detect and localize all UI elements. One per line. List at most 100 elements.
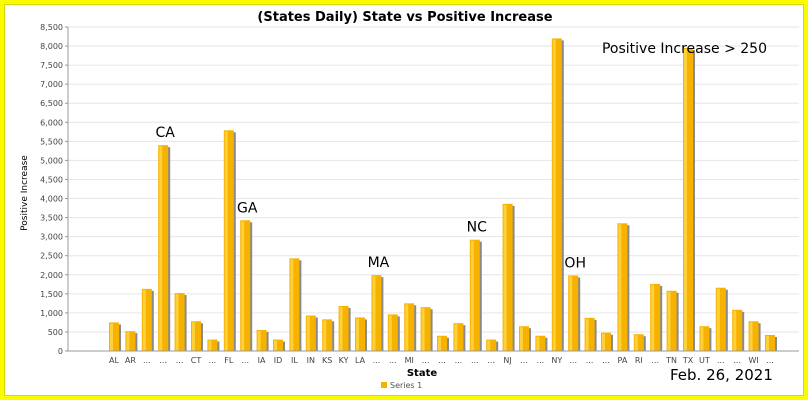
- y-tick-label: 500: [48, 328, 63, 337]
- annotations: CA GA MA NC OH Positive Increase > 250: [156, 41, 767, 272]
- bar-highlight: [208, 340, 212, 351]
- bar-highlight: [651, 284, 655, 351]
- x-tick-label: PA: [618, 356, 628, 365]
- bar-body: [437, 335, 447, 351]
- x-tick-label: ...: [209, 356, 217, 365]
- bar-highlight: [241, 221, 245, 351]
- bar-body: [486, 339, 497, 351]
- bar-highlight: [585, 318, 589, 351]
- bar-highlight: [602, 333, 605, 351]
- x-tick-label: ...: [766, 356, 774, 365]
- bar: [650, 283, 663, 351]
- bar-body: [174, 293, 185, 351]
- bar-body: [420, 307, 431, 351]
- y-tick-label: 4,000: [40, 195, 63, 204]
- bar-highlight: [536, 336, 540, 351]
- bar: [273, 339, 285, 351]
- x-tick-label: ...: [602, 356, 610, 365]
- x-tick-label: IL: [291, 356, 298, 365]
- date-stamp: Feb. 26, 2021: [670, 366, 773, 384]
- bar-highlight: [159, 146, 163, 351]
- bar: [469, 239, 482, 351]
- bar-body: [469, 239, 480, 351]
- bar-body: [748, 321, 759, 351]
- bar-body: [355, 317, 365, 351]
- bar-highlight: [552, 39, 556, 351]
- bar-highlight: [323, 320, 327, 351]
- bar-body: [502, 203, 513, 351]
- bar: [338, 306, 351, 351]
- bar-highlight: [192, 322, 195, 351]
- bar: [601, 332, 613, 351]
- bar-body: [109, 322, 119, 351]
- bar: [355, 317, 367, 351]
- bar-body: [699, 326, 710, 351]
- x-tick-label: LA: [355, 356, 366, 365]
- bar: [174, 293, 187, 351]
- y-axis-ticks: 0 500 1,000 1,500 2,000 2,500 3,000 3,500 4,000 4…: [40, 23, 68, 356]
- x-tick-label: ...: [241, 356, 249, 365]
- bar: [584, 317, 597, 351]
- bar: [617, 223, 630, 351]
- bar: [141, 288, 154, 351]
- bar-body: [683, 47, 693, 351]
- x-tick-label: ...: [438, 356, 446, 365]
- bar-highlight: [503, 204, 507, 351]
- bar-body: [568, 275, 579, 351]
- chart-frame: (States Daily) State vs Positive Increas…: [4, 4, 804, 396]
- bar-body: [207, 339, 218, 351]
- bar-body: [715, 287, 726, 351]
- bar-body: [519, 326, 529, 351]
- bar-highlight: [487, 340, 491, 351]
- bar-body: [338, 306, 349, 351]
- y-tick-label: 8,500: [40, 23, 63, 32]
- bar: [371, 275, 384, 351]
- x-tick-label: AL: [109, 356, 119, 365]
- bar: [715, 287, 728, 351]
- chart-title: (States Daily) State vs Positive Increas…: [257, 10, 552, 25]
- x-tick-label: ...: [651, 356, 659, 365]
- bar: [191, 321, 203, 351]
- x-tick-label: KY: [339, 356, 349, 365]
- x-tick-label: AR: [125, 356, 136, 365]
- x-tick-label: WI: [748, 356, 758, 365]
- x-axis-label: State: [407, 368, 438, 379]
- y-tick-label: 1,500: [40, 290, 63, 299]
- bar-body: [535, 335, 546, 351]
- bar-body: [191, 321, 201, 351]
- bar-highlight: [520, 327, 523, 351]
- x-tick-label: NY: [551, 356, 562, 365]
- bar: [486, 339, 499, 351]
- x-tick-label: CT: [191, 356, 202, 365]
- x-tick-label: ...: [422, 356, 430, 365]
- bar-highlight: [716, 288, 720, 351]
- annotation-label: GA: [237, 200, 258, 216]
- bar-body: [650, 283, 661, 351]
- bar: [765, 334, 777, 351]
- bar: [551, 38, 564, 351]
- bar: [502, 203, 515, 351]
- y-tick-label: 2,000: [40, 271, 63, 280]
- bar-body: [765, 334, 775, 351]
- bar: [158, 145, 171, 351]
- bar-body: [732, 309, 743, 351]
- bar: [240, 220, 253, 351]
- legend-label: Series 1: [390, 381, 422, 390]
- y-tick-label: 5,000: [40, 156, 63, 165]
- bar: [223, 130, 236, 351]
- x-tick-label: UT: [699, 356, 710, 365]
- x-tick-label: ...: [537, 356, 545, 365]
- bar-body: [240, 220, 251, 351]
- bar-body: [273, 339, 283, 351]
- bar-body: [666, 290, 677, 351]
- y-tick-label: 2,500: [40, 252, 63, 261]
- x-tick-label: ...: [487, 356, 495, 365]
- bar: [289, 258, 302, 351]
- x-tick-label: ID: [274, 356, 283, 365]
- x-tick-label: TN: [665, 356, 677, 365]
- bar-body: [404, 303, 415, 351]
- bar-body: [125, 331, 136, 351]
- bar-highlight: [405, 304, 409, 351]
- x-tick-label: IN: [307, 356, 315, 365]
- x-tick-label: ...: [733, 356, 741, 365]
